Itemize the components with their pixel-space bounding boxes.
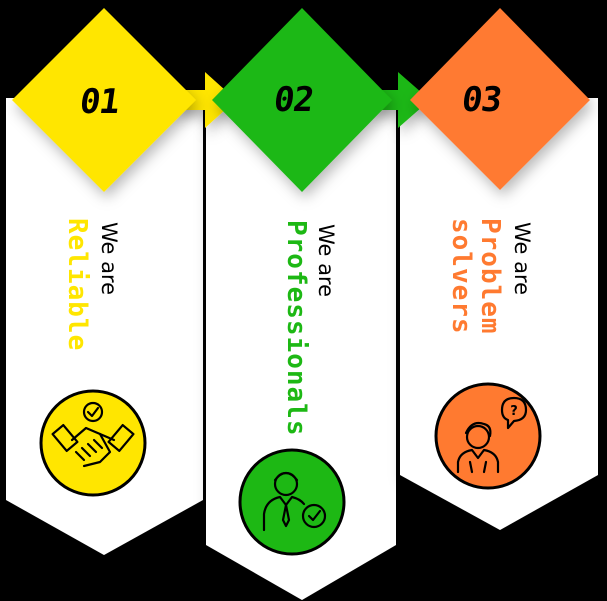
arrow-1-to-2 bbox=[175, 72, 236, 128]
handshake-check-icon bbox=[51, 401, 135, 468]
svg-text:?: ? bbox=[510, 404, 518, 419]
person-question-icon: ? bbox=[456, 396, 528, 474]
businessman-badge-icon bbox=[262, 471, 327, 532]
step-2-number: 02 bbox=[271, 80, 316, 120]
step-3-keyword-line-2: solvers bbox=[446, 218, 476, 335]
arrow-2-to-3 bbox=[370, 72, 430, 128]
step-1-number: 01 bbox=[77, 82, 122, 122]
step-3-diamond bbox=[410, 8, 590, 190]
step-3-number: 03 bbox=[459, 80, 504, 120]
step-1-intro: We are bbox=[97, 222, 121, 296]
step-1-icon-circle bbox=[39, 389, 147, 497]
step-3-keyword-line-1: Problem bbox=[475, 218, 505, 335]
step-2-icon-circle bbox=[238, 448, 346, 556]
step-2-keyword: Professionals bbox=[281, 220, 311, 437]
step-1-diamond bbox=[12, 8, 196, 192]
step-1-keyword: Reliable bbox=[62, 218, 92, 352]
step-3-intro: We are bbox=[510, 222, 534, 296]
step-2-diamond bbox=[212, 8, 392, 192]
step-2-intro: We are bbox=[314, 224, 338, 298]
